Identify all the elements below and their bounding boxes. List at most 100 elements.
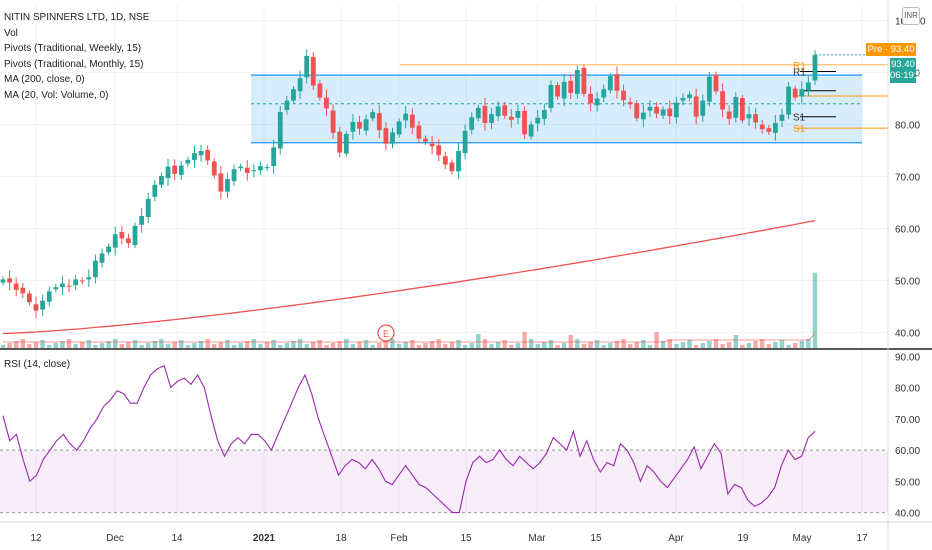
candle-body <box>178 165 184 175</box>
candle-body <box>687 94 692 99</box>
volume-bar <box>238 343 243 348</box>
price-tick-label: 80.00 <box>895 121 920 132</box>
volume-bar <box>733 335 738 348</box>
candle-body <box>574 69 580 94</box>
candle-body <box>145 198 151 218</box>
candle-body <box>66 285 72 287</box>
volume-bar <box>614 341 620 348</box>
candle-body <box>46 291 52 302</box>
time-tick-label: Dec <box>106 533 124 544</box>
volume-bar <box>515 343 521 348</box>
volume-bar <box>753 341 758 348</box>
volume-bar <box>251 339 257 348</box>
candle-body <box>634 103 640 119</box>
volume-bar <box>594 340 600 348</box>
legend-pivots-weekly[interactable]: Pivots (Traditional, Weekly, 15) <box>4 43 142 54</box>
volume-bar <box>192 343 197 348</box>
time-tick-label: Feb <box>390 533 408 544</box>
volume-bar <box>561 343 567 348</box>
volume-bar <box>159 339 164 348</box>
volume-bar <box>278 345 283 348</box>
candle-body <box>753 114 758 123</box>
candle-body <box>594 98 600 106</box>
rsi-line <box>2 364 816 514</box>
legend-volume[interactable]: Vol <box>4 27 18 39</box>
currency-button[interactable]: INR <box>902 7 920 25</box>
candle-body <box>528 124 534 137</box>
candle-body <box>383 128 389 144</box>
volume-bar <box>165 344 171 348</box>
volume-bar <box>476 334 481 348</box>
volume-bar <box>707 341 712 348</box>
candle-body <box>192 153 197 160</box>
legend-pivots-monthly[interactable]: Pivots (Traditional, Monthly, 15) <box>4 58 144 70</box>
volume-bar <box>667 339 672 348</box>
price-tick-label: 50.00 <box>895 276 920 287</box>
candle-body <box>779 114 785 121</box>
volume-bar <box>528 339 534 348</box>
candle-body <box>667 108 673 117</box>
volume-bar <box>482 339 488 348</box>
volume-bar <box>27 344 32 348</box>
candle-body <box>568 80 574 93</box>
candle-body <box>244 167 250 173</box>
volume-bar <box>812 272 818 348</box>
candle-body <box>442 156 448 165</box>
candle-body <box>363 119 369 131</box>
candle-body <box>673 102 679 118</box>
volume-bar <box>403 342 408 348</box>
volume-bar <box>542 342 547 348</box>
candle-body <box>396 121 402 135</box>
price-tick-label: 40.00 <box>895 328 920 339</box>
candle-body <box>621 90 626 101</box>
time-tick-label: May <box>793 533 812 544</box>
candle-body <box>126 238 131 244</box>
volume-bar <box>60 341 65 348</box>
volume-bar <box>350 344 356 348</box>
volume-bar <box>40 340 45 348</box>
volume-bar <box>535 344 540 348</box>
legend-ma200[interactable]: MA (200, close, 0) <box>4 74 85 85</box>
symbol-title[interactable]: NITIN SPINNERS LTD, 1D, NSE <box>4 12 150 23</box>
volume-bar <box>185 345 191 348</box>
candle-body <box>205 149 211 161</box>
volume-bar <box>132 340 138 348</box>
volume-bar <box>93 345 98 348</box>
time-tick-label: Mar <box>528 533 546 544</box>
candle-body <box>86 277 92 280</box>
chart-legend: NITIN SPINNERS LTD, 1D, NSE Vol Pivots (… <box>4 10 149 103</box>
volume-bar <box>225 340 230 348</box>
volume-bar <box>172 342 177 348</box>
volume-bar <box>693 345 699 348</box>
volume-bar <box>73 344 78 348</box>
ma200-line <box>2 220 816 335</box>
volume-bar <box>740 345 745 348</box>
time-tick-label: 12 <box>30 533 42 544</box>
candle-body <box>409 114 415 128</box>
volume-bar <box>786 345 791 348</box>
monthly-r1-label: R1 <box>793 61 806 72</box>
rsi-legend[interactable]: RSI (14, close) <box>4 359 71 370</box>
volume-bar <box>443 344 448 348</box>
volume-bar <box>377 343 382 348</box>
candle-body <box>106 246 112 253</box>
candle-body <box>581 67 587 94</box>
volume-bar <box>792 343 798 348</box>
volume-bar <box>324 345 329 348</box>
candle-body <box>502 105 508 116</box>
rsi-tick-label: 70.00 <box>895 415 920 426</box>
candle-body <box>726 111 732 119</box>
candle-body <box>119 232 125 239</box>
volume-bar <box>700 343 705 348</box>
volume-bar <box>245 341 250 348</box>
candle-body <box>607 76 613 91</box>
legend-ma20-volume[interactable]: MA (20, Vol: Volume, 0) <box>4 89 109 101</box>
candle-body <box>660 109 666 116</box>
time-tick-label: 14 <box>171 533 183 544</box>
price-tick-label: 60.00 <box>895 224 920 235</box>
candle-body <box>277 112 283 149</box>
candle-body <box>33 304 39 311</box>
volume-bar <box>357 342 362 348</box>
volume-bar <box>410 340 415 348</box>
